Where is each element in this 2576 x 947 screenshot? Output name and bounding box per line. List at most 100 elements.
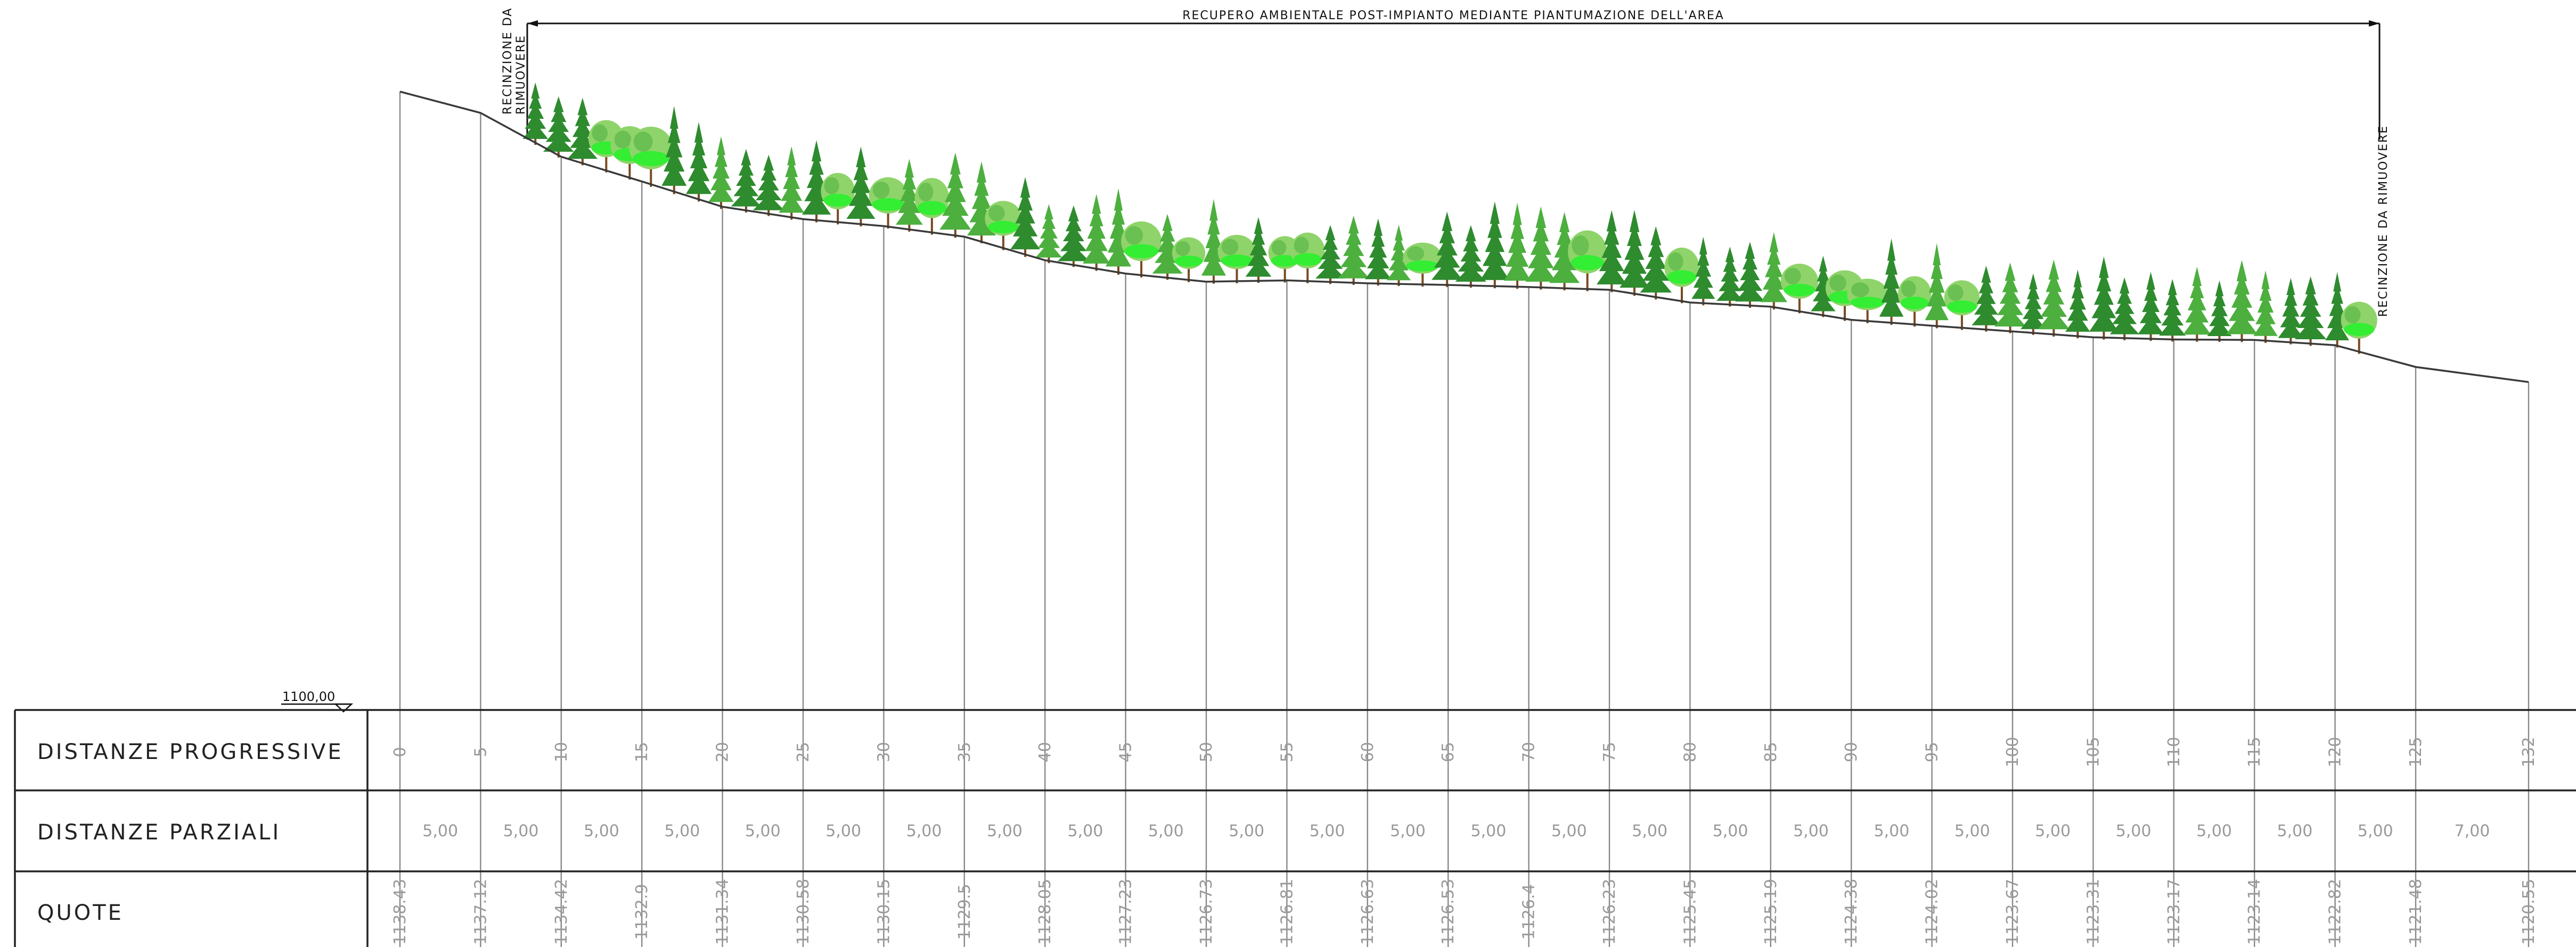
datum-triangle-icon — [333, 703, 354, 713]
progressive-distance-value: 90 — [1842, 742, 1861, 762]
tree-icon — [753, 154, 784, 216]
partial-distance-value: 5,00 — [1390, 822, 1426, 840]
tree-icon — [1972, 265, 2001, 332]
tree-icon — [2065, 270, 2090, 339]
tree-icon — [1172, 237, 1206, 282]
elevation-value: 1126.73 — [1197, 879, 1216, 945]
tree-icon — [1664, 247, 1699, 304]
planting-title: RECUPERO AMBIENTALE POST-IMPIANTO MEDIAN… — [1182, 9, 1724, 22]
tree-icon — [1596, 210, 1627, 292]
tree-icon — [1847, 279, 1888, 323]
elevation-value: 1130.15 — [874, 879, 893, 945]
partial-distance-value: 5,00 — [1310, 822, 1345, 840]
partial-distance-value: 5,00 — [1068, 822, 1103, 840]
elevation-value: 1125.19 — [1762, 879, 1780, 945]
tree-icon — [567, 97, 598, 166]
partial-distance-value: 5,00 — [422, 822, 458, 840]
progressive-distance-value: 105 — [2084, 737, 2103, 767]
partial-distance-value: 5,00 — [906, 822, 942, 840]
elevation-value: 1130.58 — [794, 879, 813, 945]
progressive-distance-value: 15 — [633, 742, 651, 762]
partial-distance-value: 5,00 — [503, 822, 539, 840]
tree-icon — [1879, 238, 1904, 325]
tree-icon — [1338, 215, 1370, 285]
elevation-value: 1126.63 — [1359, 879, 1377, 945]
progressive-distance-value: 95 — [1923, 742, 1942, 762]
elevation-value: 1124.02 — [1923, 879, 1942, 945]
tree-icon — [2183, 266, 2211, 342]
row-label-elevations: QUOTE — [37, 901, 124, 925]
tree-icon — [1944, 280, 1980, 330]
tree-icon — [708, 136, 734, 209]
partial-distance-value: 5,00 — [1229, 822, 1264, 840]
progressive-distance-value: 70 — [1520, 742, 1539, 762]
elevation-value: 1124.38 — [1842, 879, 1861, 945]
partial-distance-value: 5,00 — [1955, 822, 1990, 840]
partial-distance-value: 5,00 — [1148, 822, 1184, 840]
elevation-value: 1123.14 — [2245, 879, 2264, 945]
partial-distance-value: 5,00 — [1874, 822, 1910, 840]
progressive-distance-value: 132 — [2520, 737, 2538, 767]
tree-icon — [2226, 260, 2258, 342]
datum-marker: 1100,00 — [281, 689, 354, 713]
elevation-value: 1129.5 — [955, 884, 974, 940]
tree-icon — [2278, 277, 2304, 345]
tree-icon — [1245, 217, 1272, 283]
partial-distance-value: 5,00 — [745, 822, 781, 840]
progressive-distance-value: 75 — [1600, 742, 1619, 762]
partial-distance-value: 5,00 — [1471, 822, 1507, 840]
elevation-value: 1132.9 — [633, 884, 651, 940]
tree-icon — [1503, 202, 1531, 289]
partial-distance-value: 5,00 — [2277, 822, 2313, 840]
progressive-distance-value: 35 — [955, 742, 974, 762]
progressive-distance-value: 80 — [1681, 742, 1699, 762]
tree-icon — [1082, 194, 1110, 271]
datum-label: 1100,00 — [282, 689, 335, 704]
tree-icon — [661, 105, 687, 194]
elevation-value: 1127.23 — [1117, 879, 1135, 945]
tree-icon — [985, 201, 1022, 250]
tree-icon — [939, 152, 971, 238]
tree-icon — [821, 173, 855, 225]
partial-distance-value: 5,00 — [1551, 822, 1587, 840]
partial-distance-value: 5,00 — [1793, 822, 1829, 840]
partial-distance-value: 5,00 — [2196, 822, 2232, 840]
tree-icon — [1994, 263, 2026, 333]
partial-distance-value: 5,00 — [1713, 822, 1748, 840]
tree-icon — [1057, 205, 1090, 267]
elevation-value: 1126.81 — [1278, 879, 1296, 945]
tree-icon — [522, 82, 549, 145]
tree-icon — [1403, 242, 1443, 287]
tree-icon — [967, 161, 996, 243]
tree-icon — [2089, 256, 2119, 340]
progressive-distance-value: 20 — [714, 742, 732, 762]
tree-icon — [2341, 301, 2377, 354]
tree-icon — [2253, 270, 2278, 343]
tree-icon — [1386, 224, 1411, 287]
progressive-distance-value: 120 — [2326, 737, 2345, 767]
tree-icon — [1925, 243, 1949, 329]
tree-icon — [1716, 247, 1744, 307]
elevation-value: 1138.43 — [391, 879, 410, 945]
arrow-right-icon — [2369, 20, 2379, 27]
partial-distance-value: 5,00 — [584, 822, 619, 840]
tree-icon — [1217, 234, 1256, 283]
elevation-value: 1125.45 — [1681, 879, 1699, 945]
tree-icon — [846, 146, 876, 227]
tree-icon — [2137, 272, 2164, 341]
tree-icon — [1290, 232, 1325, 283]
tree-icon — [895, 159, 923, 232]
tree-icon — [1898, 276, 1932, 327]
tree-icon — [1121, 221, 1162, 277]
progressive-distance-value: 85 — [1762, 742, 1780, 762]
progressive-distance-value: 10 — [552, 742, 571, 762]
tree-icon — [1640, 226, 1672, 300]
partial-distance-value: 5,00 — [2116, 822, 2152, 840]
tree-icon — [1735, 241, 1765, 308]
tree-icon — [914, 178, 950, 235]
elevation-value: 1128.05 — [1036, 879, 1054, 945]
progressive-distance-value: 100 — [2003, 737, 2022, 767]
elevation-value: 1137.12 — [471, 879, 490, 945]
right-fence-note: RECINZIONE DA RIMUOVERE — [2377, 125, 2390, 317]
